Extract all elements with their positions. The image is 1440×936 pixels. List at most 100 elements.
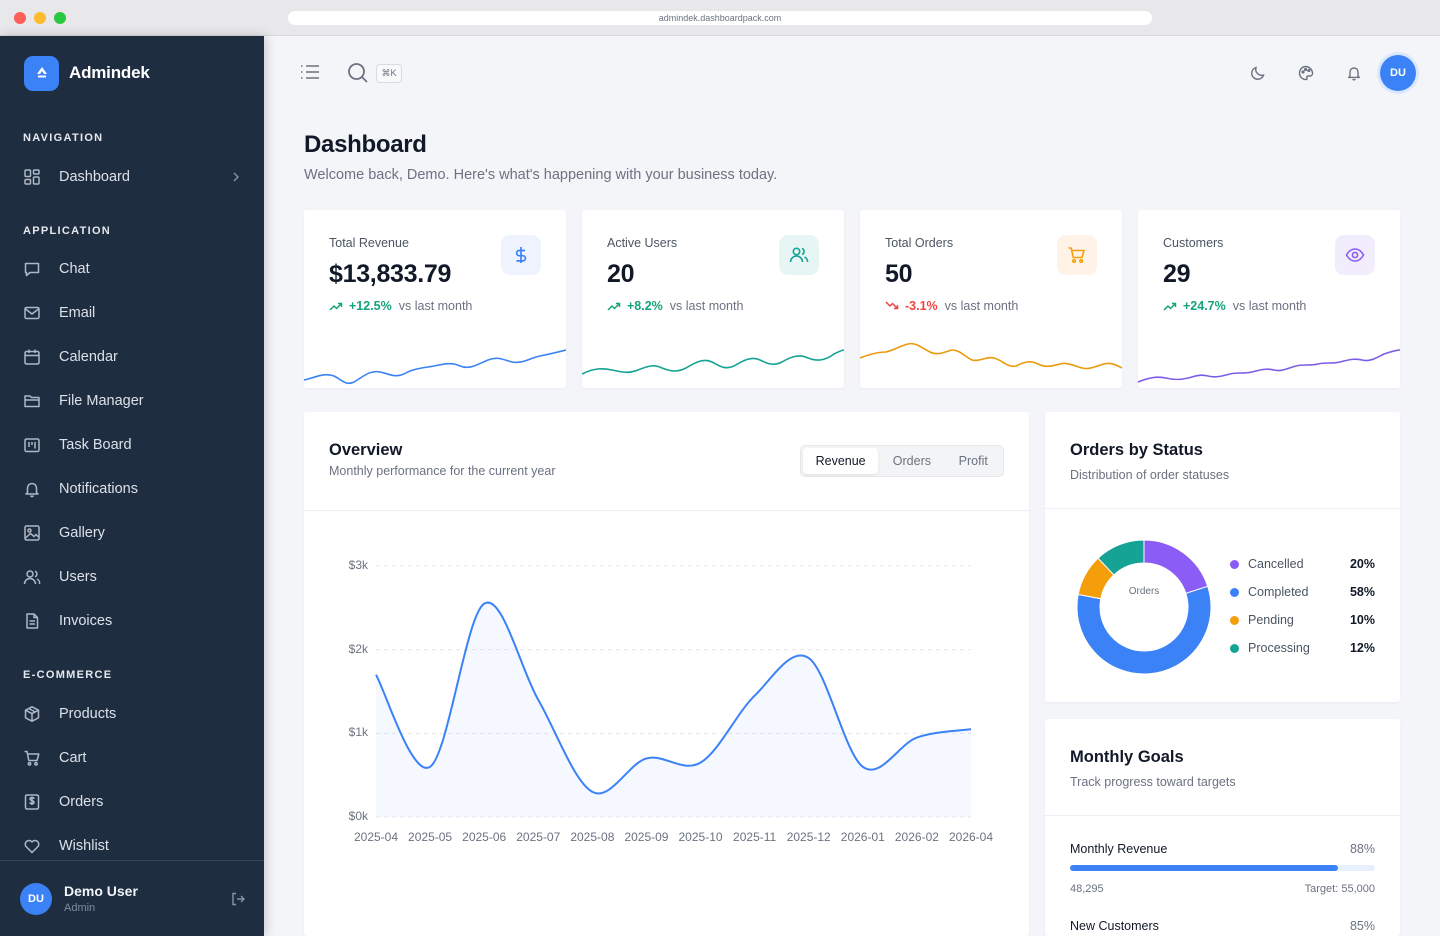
legend-value: 12% [1349, 641, 1375, 655]
stat-value: 50 [885, 260, 913, 288]
sidebar-item-label: Orders [59, 794, 104, 810]
heart-icon [24, 839, 40, 854]
maximize-window-button[interactable] [54, 12, 66, 24]
stat-label: Total Revenue [329, 236, 409, 250]
sidebar-item-chat[interactable]: Chat [23, 257, 245, 281]
donut-slice-processing[interactable] [1097, 539, 1145, 576]
sidebar-item-label: Gallery [59, 525, 105, 541]
sidebar-item-label: Wishlist [59, 838, 109, 854]
stat-note: vs last month [398, 299, 473, 313]
sidebar-item-calendar[interactable]: Calendar [23, 345, 245, 369]
legend-label: Cancelled [1248, 557, 1304, 571]
stat-value: 29 [1163, 260, 1191, 288]
sidebar-item-task-board[interactable]: Task Board [23, 433, 245, 457]
goal-target: Target: 55,000 [1304, 883, 1375, 895]
sidebar-item-users[interactable]: Users [23, 565, 245, 589]
logout-icon[interactable] [230, 891, 246, 907]
sidebar-item-gallery[interactable]: Gallery [23, 521, 245, 545]
stat-change: +8.2% [627, 299, 663, 313]
avatar[interactable]: DU [20, 882, 52, 915]
sidebar-item-label: Invoices [59, 613, 113, 629]
close-window-button[interactable] [14, 12, 26, 24]
bell-icon [25, 482, 39, 498]
calendar-icon [24, 349, 40, 365]
orders-status-title: Orders by Status [1070, 441, 1203, 459]
sidebar-item-label: Chat [59, 261, 90, 277]
monthly-goals-card: Monthly Goals Track progress toward targ… [1045, 719, 1400, 936]
mail-icon [24, 306, 40, 320]
y-tick-label: $3k [348, 558, 368, 572]
stat-card-active-users[interactable]: Active Users 20 +8.2% vs last month [582, 210, 844, 388]
section-title-ecommerce: E-COMMERCE [23, 669, 113, 681]
stat-trend: -3.1% vs last month [885, 299, 1018, 313]
card-divider [1045, 815, 1400, 816]
sidebar-item-notifications[interactable]: Notifications [23, 477, 245, 501]
x-tick-label: 2025-08 [570, 830, 615, 844]
search-shortcut[interactable]: ⌘K [376, 64, 402, 83]
address-bar[interactable]: admindek.dashboardpack.com [288, 11, 1152, 25]
sidebar-item-label: Dashboard [59, 169, 130, 185]
x-tick-label: 2026-01 [840, 830, 885, 844]
x-tick-label: 2025-04 [353, 830, 399, 844]
orders-donut-chart [1076, 539, 1212, 675]
palette-icon[interactable] [1298, 65, 1314, 81]
sidebar-item-email[interactable]: Email [23, 301, 245, 325]
eye-icon [1335, 235, 1375, 275]
donut-center-label: Orders [1128, 586, 1160, 597]
stat-card-customers[interactable]: Customers 29 +24.7% vs last month [1138, 210, 1400, 388]
search-icon[interactable] [347, 62, 369, 84]
minimize-window-button[interactable] [34, 12, 46, 24]
revenue-chart-plot [375, 565, 972, 818]
section-title-application: APPLICATION [23, 225, 112, 237]
trend-up-icon [607, 302, 621, 311]
stat-trend: +24.7% vs last month [1163, 299, 1306, 313]
legend-dot [1230, 559, 1239, 569]
chevron-right-icon [233, 172, 239, 182]
donut-slice-completed[interactable] [1076, 585, 1212, 675]
legend-item-pending: Pending 10% [1230, 611, 1375, 629]
box-icon [24, 706, 40, 722]
stat-trend: +12.5% vs last month [329, 299, 472, 313]
legend-item-processing: Processing 12% [1230, 639, 1375, 657]
trend-up-icon [329, 302, 343, 311]
tab-revenue[interactable]: Revenue [803, 448, 879, 474]
overview-tabs: Revenue Orders Profit [800, 445, 1004, 477]
stat-card-total-orders[interactable]: Total Orders 50 -3.1% vs last month [860, 210, 1122, 388]
page-title: Dashboard [304, 131, 427, 158]
stat-change: -3.1% [905, 299, 938, 313]
folder-icon [24, 395, 40, 408]
moon-icon[interactable] [1250, 65, 1266, 81]
sidebar-item-cart[interactable]: Cart [23, 746, 245, 770]
stat-card-revenue[interactable]: Total Revenue $13,833.79 +12.5% vs last … [304, 210, 566, 388]
menu-icon[interactable] [300, 64, 320, 80]
goal-percent: 85% [1349, 919, 1375, 933]
revenue-sparkline [304, 349, 566, 385]
user-avatar-button[interactable]: DU [1380, 55, 1416, 91]
legend-value: 10% [1349, 613, 1375, 627]
sidebar-item-orders[interactable]: Orders [23, 790, 245, 814]
sidebar-item-label: Task Board [59, 437, 132, 453]
kanban-icon [24, 438, 40, 453]
sidebar-item-dashboard[interactable]: Dashboard [23, 165, 245, 189]
page-subtitle: Welcome back, Demo. Here's what's happen… [304, 167, 778, 183]
x-tick-label: 2025-10 [678, 830, 723, 844]
card-divider [1045, 508, 1400, 509]
customers-sparkline [1138, 349, 1400, 383]
browser-titlebar: admindek.dashboardpack.com [0, 0, 1440, 36]
x-tick-label: 2025-09 [624, 830, 669, 844]
x-tick-label: 2026-04 [948, 830, 994, 844]
y-tick-label: $2k [348, 641, 368, 656]
x-tick-label: 2025-11 [733, 830, 777, 844]
brand[interactable]: Admindek [24, 55, 150, 91]
sidebar-item-wishlist[interactable]: Wishlist [23, 834, 245, 858]
tab-profit[interactable]: Profit [958, 454, 988, 468]
tab-orders[interactable]: Orders [892, 454, 931, 468]
sidebar-item-products[interactable]: Products [23, 702, 245, 726]
receipt-icon [24, 794, 40, 810]
sidebar-item-invoices[interactable]: Invoices [23, 609, 245, 633]
section-title-navigation: NAVIGATION [23, 132, 104, 144]
notification-bell-icon[interactable] [1346, 65, 1362, 81]
sidebar-item-file-manager[interactable]: File Manager [23, 389, 245, 413]
sidebar-item-label: Users [59, 569, 97, 585]
goals-title: Monthly Goals [1070, 748, 1184, 766]
